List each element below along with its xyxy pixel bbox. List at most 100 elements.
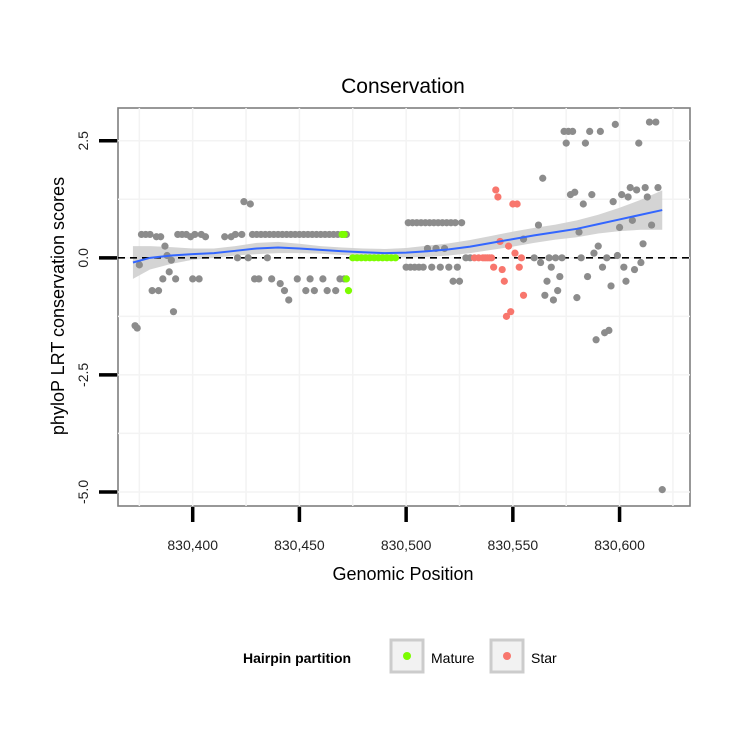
- point-other: [255, 275, 263, 283]
- point-other: [319, 275, 327, 283]
- point-other: [419, 263, 427, 271]
- point-other: [652, 118, 660, 126]
- confidence-band-layer: [132, 190, 663, 279]
- point-other: [530, 254, 538, 262]
- smooth-curve: [132, 209, 663, 264]
- point-star: [487, 254, 496, 262]
- point-mature: [340, 230, 348, 239]
- point-other: [191, 230, 199, 239]
- point-other: [169, 308, 178, 316]
- point-star: [498, 265, 506, 274]
- point-other: [605, 326, 613, 335]
- point-other: [596, 127, 604, 136]
- point-other: [581, 139, 590, 147]
- point-other: [545, 254, 553, 262]
- point-other: [633, 186, 641, 194]
- point-other: [172, 275, 180, 283]
- point-other: [628, 216, 636, 224]
- point-other: [630, 265, 639, 274]
- point-other: [449, 277, 457, 285]
- point-other: [647, 221, 656, 229]
- point-other: [268, 275, 276, 283]
- point-star: [490, 263, 498, 271]
- point-other: [165, 268, 173, 276]
- point-other: [643, 193, 651, 201]
- points-layer: [131, 118, 666, 494]
- point-other: [231, 230, 239, 239]
- point-other: [154, 287, 163, 295]
- point-other: [133, 324, 141, 332]
- point-other: [554, 287, 562, 295]
- x-axis: 830,400 830,450 830,500 830,550 830,600: [167, 507, 645, 553]
- point-star: [494, 193, 502, 201]
- point-star: [511, 249, 519, 257]
- point-other: [573, 294, 581, 302]
- point-other: [157, 233, 165, 241]
- chart-title: Conservation: [341, 75, 465, 98]
- point-other: [556, 272, 564, 281]
- point-other: [607, 282, 615, 290]
- point-star: [504, 242, 513, 250]
- point-other: [575, 228, 583, 236]
- grid-lines: [118, 108, 690, 506]
- point-other: [436, 263, 444, 271]
- point-other: [577, 254, 585, 262]
- point-other: [592, 336, 600, 344]
- point-other: [332, 287, 340, 295]
- point-other: [641, 184, 649, 192]
- point-other: [539, 174, 547, 182]
- point-other: [541, 291, 549, 299]
- point-other: [594, 242, 602, 250]
- point-star: [500, 277, 508, 285]
- y-tick-label: 2.5: [75, 131, 91, 151]
- point-star: [513, 200, 521, 208]
- point-other: [451, 219, 459, 227]
- point-other: [637, 258, 645, 267]
- point-other: [543, 277, 551, 285]
- point-mature: [391, 254, 400, 262]
- point-other: [221, 233, 229, 241]
- point-other: [167, 256, 175, 264]
- x-tick-label: 830,600: [594, 537, 645, 553]
- point-other: [310, 287, 318, 295]
- point-other: [135, 261, 143, 269]
- legend-label-star: Star: [531, 650, 557, 666]
- point-other: [146, 230, 154, 239]
- point-other: [639, 240, 647, 248]
- point-other: [428, 263, 436, 271]
- point-other: [571, 188, 579, 196]
- point-other: [453, 263, 461, 271]
- point-other: [645, 118, 654, 126]
- point-other: [626, 184, 634, 192]
- point-other: [534, 221, 543, 229]
- point-other: [195, 275, 203, 283]
- point-other: [302, 287, 310, 295]
- point-other: [244, 254, 252, 262]
- point-other: [263, 254, 272, 262]
- point-other: [635, 139, 643, 147]
- point-other: [569, 127, 577, 136]
- y-tick-label: -5.0: [75, 480, 91, 504]
- plot-background: [117, 107, 691, 507]
- point-other: [658, 486, 666, 494]
- point-other: [622, 277, 630, 285]
- legend-title: Hairpin partition: [243, 650, 351, 666]
- point-star: [515, 263, 523, 271]
- point-other: [562, 139, 570, 147]
- point-other: [233, 254, 242, 262]
- point-other: [603, 254, 611, 262]
- y-tick-label: -2.5: [75, 363, 91, 387]
- point-other: [445, 263, 453, 271]
- point-other: [615, 223, 624, 231]
- point-star: [517, 254, 525, 262]
- legend-dot-mature: [403, 652, 411, 660]
- point-other: [579, 200, 587, 208]
- smooth-curve-layer: [132, 209, 663, 264]
- point-mature: [344, 287, 353, 295]
- point-other: [611, 120, 619, 128]
- point-other: [654, 184, 662, 192]
- point-other: [551, 254, 560, 262]
- point-other: [293, 275, 301, 283]
- point-other: [586, 127, 594, 136]
- confidence-band: [132, 190, 663, 279]
